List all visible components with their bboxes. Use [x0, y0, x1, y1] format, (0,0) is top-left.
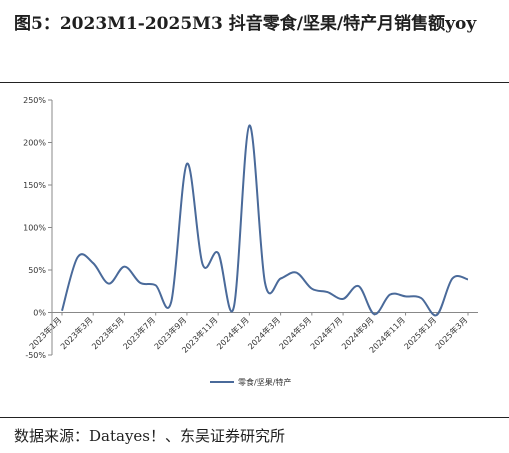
y-tick-label: 250% [23, 96, 46, 105]
title-divider [0, 82, 509, 83]
y-tick-label: -50% [25, 351, 46, 360]
source-note: 数据来源：Datayes！、东吴证券研究所 [14, 427, 285, 445]
x-axis-labels: 2023年1月2023年3月2023年5月2023年7月2023年9月2023年… [27, 315, 469, 355]
footer-divider [0, 417, 509, 418]
y-tick-label: 0% [33, 309, 46, 318]
x-tick-label: 2023年7月 [121, 315, 157, 351]
chart-legend: 零食/坚果/特产 [210, 377, 291, 387]
x-tick-label: 2023年3月 [58, 315, 94, 351]
y-tick-label: 100% [23, 224, 46, 233]
y-tick-label: 50% [28, 266, 46, 275]
x-tick-label: 2023年5月 [89, 315, 125, 351]
y-tick-label: 200% [23, 139, 46, 148]
legend-label: 零食/坚果/特产 [238, 377, 291, 387]
x-tick-label: 2024年7月 [308, 315, 344, 351]
chart-axes: -50% 0% 50% 100% 150% 200% 250% [23, 96, 478, 360]
x-tick-label: 2023年1月 [27, 315, 63, 351]
figure-title: 图5：2023M1-2025M3 抖音零食/坚果/特产月销售额yoy [14, 14, 477, 34]
x-tick-label: 2024年1月 [214, 315, 250, 351]
y-tick-label: 150% [23, 181, 46, 190]
x-tick-label: 2025年3月 [433, 315, 469, 351]
x-tick-label: 2024年3月 [246, 315, 282, 351]
line-chart: -50% 0% 50% 100% 150% 200% 250% 2023年1月2023年3月… [23, 96, 478, 387]
series-line [61, 124, 469, 317]
chart-series [61, 124, 469, 317]
x-tick-label: 2024年5月 [277, 315, 313, 351]
x-tick-label: 2025年1月 [402, 315, 438, 351]
